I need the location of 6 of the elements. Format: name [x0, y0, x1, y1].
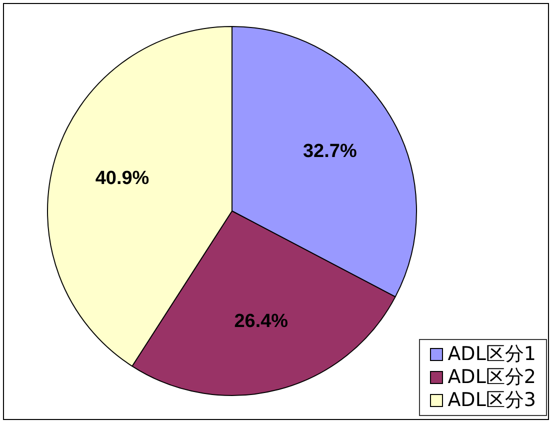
legend-label: ADL区分3 [448, 389, 536, 412]
data-label: 40.9% [95, 168, 150, 189]
data-label: 32.7% [302, 141, 357, 162]
legend-label: ADL区分2 [448, 366, 536, 389]
data-label: 26.4% [234, 310, 288, 332]
legend-label: ADL区分1 [448, 343, 536, 366]
